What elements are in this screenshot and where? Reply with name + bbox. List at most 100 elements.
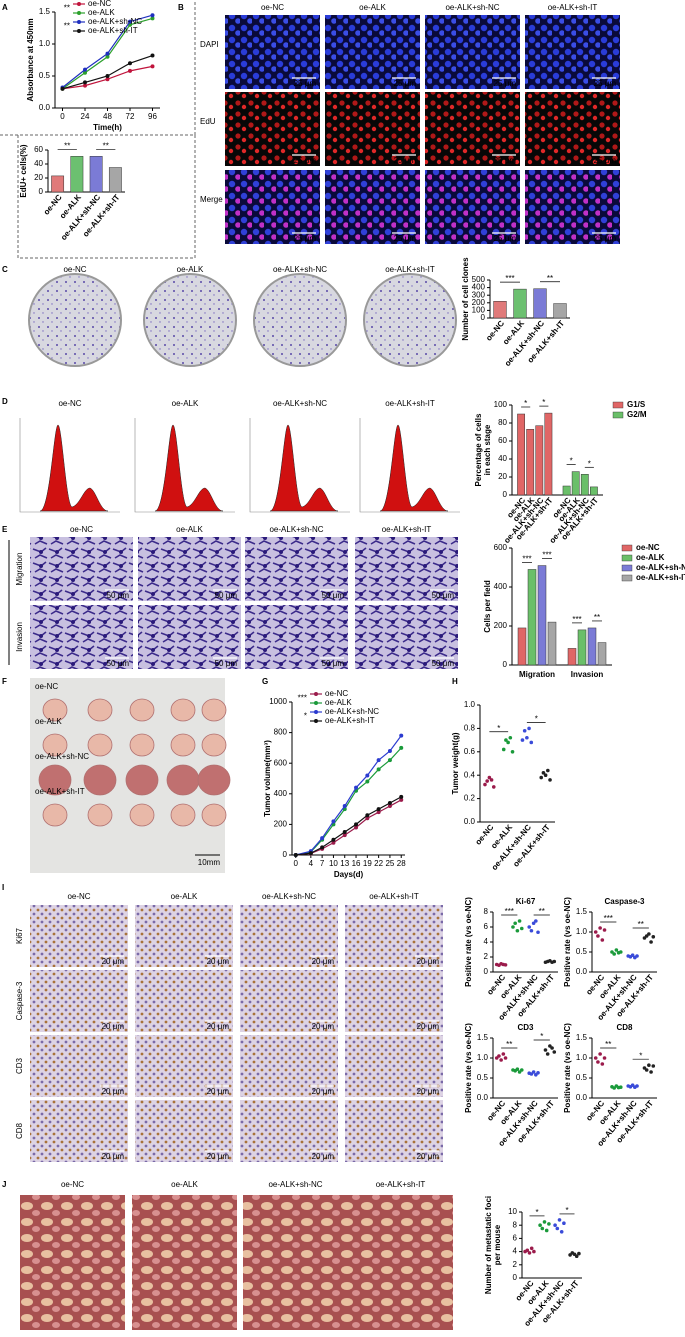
y-tick-label: 6	[513, 1234, 518, 1243]
x-tick-label: 4	[309, 859, 314, 868]
legend-marker	[314, 710, 318, 714]
legend-label: oe-ALK	[88, 8, 115, 17]
point	[635, 1084, 639, 1088]
legend-label: oe-ALK+sh-NC	[88, 17, 142, 26]
point	[522, 728, 527, 733]
y-tick-label: 100	[472, 306, 486, 315]
scale-label: 25 μm	[594, 79, 617, 88]
legend-marker	[77, 11, 81, 15]
tumor	[42, 733, 68, 757]
point	[354, 785, 359, 790]
y-tick-label: 2	[484, 952, 489, 961]
point	[485, 779, 489, 783]
y-tick-label: 500	[472, 275, 486, 284]
y-tick-label: 0.0	[464, 817, 476, 826]
bar	[108, 167, 122, 193]
point	[598, 926, 602, 930]
point	[547, 1222, 551, 1226]
colony-dish	[253, 273, 347, 367]
micrograph	[30, 970, 128, 1032]
x-tick-label: 24	[81, 112, 90, 121]
scale-label: 20 μm	[312, 1087, 335, 1096]
point	[331, 840, 336, 845]
point	[593, 930, 598, 934]
y-axis-label: Number of cell clones	[461, 257, 470, 341]
point	[342, 830, 347, 835]
tumor	[129, 803, 155, 827]
point	[600, 1062, 605, 1066]
micrograph	[30, 1100, 128, 1162]
point	[519, 1068, 524, 1072]
micrograph	[240, 1100, 338, 1162]
column-label: oe-NC	[67, 892, 90, 901]
point	[527, 1251, 532, 1255]
point	[491, 785, 496, 789]
point	[538, 1223, 542, 1227]
micrograph	[325, 170, 420, 244]
point	[105, 54, 110, 59]
x-tick-label: Invasion	[571, 670, 604, 679]
point	[598, 1052, 602, 1056]
bar	[70, 156, 84, 193]
point	[539, 775, 544, 780]
y-axis-label: Positive rate (vs oe-NC)	[464, 1023, 473, 1113]
point	[517, 919, 522, 923]
legend-label: oe-ALK	[636, 553, 665, 562]
significance-label: *	[565, 1206, 568, 1215]
micrograph	[525, 92, 620, 166]
x-tick-label: 28	[397, 859, 406, 868]
micrograph	[30, 1035, 128, 1097]
point	[387, 800, 392, 805]
point	[60, 86, 65, 91]
x-tick-label: 0	[60, 112, 65, 121]
scale-label: 20 μm	[102, 1152, 125, 1161]
column-label: oe-ALK+sh-IT	[376, 1180, 426, 1189]
column-label: oe-NC	[70, 525, 93, 534]
panel-letter: B	[178, 3, 184, 12]
point	[150, 53, 155, 58]
bar	[537, 565, 547, 666]
chart-title: Caspase-3	[604, 897, 645, 906]
point	[83, 80, 87, 85]
point	[647, 932, 651, 936]
histogram-frame	[249, 418, 350, 513]
x-tick-label: 19	[363, 859, 372, 868]
point	[128, 19, 132, 24]
y-tick-label: 1.5	[576, 907, 588, 916]
point	[555, 1226, 560, 1231]
point	[536, 930, 540, 935]
point	[531, 921, 536, 926]
scale-label: 20 μm	[102, 957, 125, 966]
significance-label: ***	[505, 274, 514, 283]
scale-label: 10mm	[198, 858, 221, 867]
point	[557, 1218, 562, 1222]
legend-marker	[77, 20, 81, 24]
chart-title: Ki-67	[516, 897, 536, 906]
column-label: oe-NC	[58, 399, 81, 408]
significance-label: *	[542, 398, 545, 407]
y-tick-label: 60	[34, 145, 43, 154]
y-tick-label: 0	[283, 850, 288, 859]
panel-letter: F	[2, 677, 7, 686]
point	[365, 813, 370, 818]
point	[553, 1223, 557, 1227]
row-label: oe-ALK	[35, 717, 62, 726]
micrograph	[345, 905, 443, 967]
tumor	[201, 698, 227, 722]
y-tick-label: 200	[472, 298, 486, 307]
histogram-peak	[39, 424, 109, 512]
scale-label: 20 μm	[417, 1087, 440, 1096]
point	[365, 816, 370, 821]
legend-swatch	[612, 411, 624, 419]
point	[577, 1251, 581, 1256]
bar	[517, 627, 527, 666]
series-line	[295, 735, 402, 856]
legend-marker	[314, 701, 318, 705]
significance-label: *	[570, 457, 573, 466]
micrograph	[345, 1035, 443, 1097]
row-label: DAPI	[200, 40, 219, 49]
micrograph	[425, 15, 520, 89]
tumor	[129, 698, 155, 722]
colony-dish	[28, 273, 122, 367]
point	[612, 952, 616, 956]
